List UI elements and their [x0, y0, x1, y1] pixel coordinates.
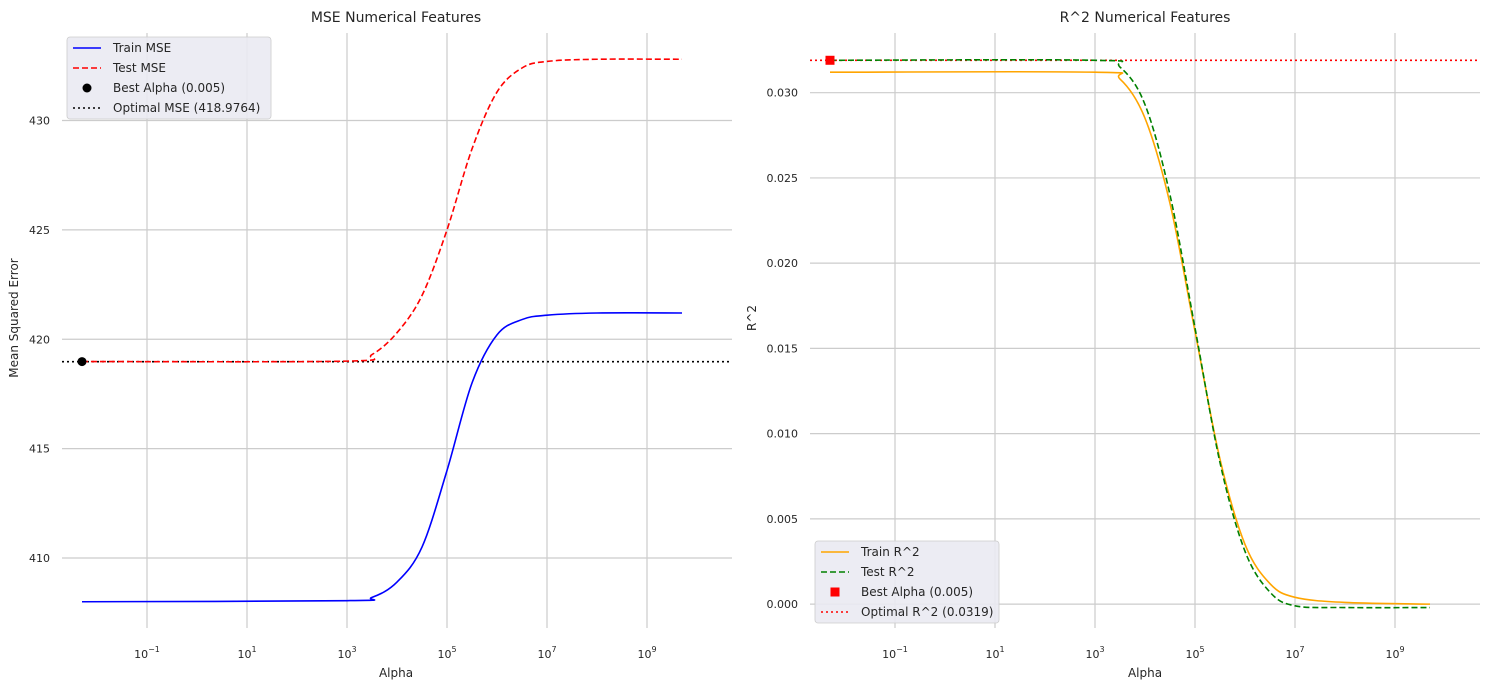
r2-grid: [810, 33, 1480, 628]
r2-y-tick-label: 0.020: [767, 257, 799, 270]
mse-y-tick-label: 415: [29, 443, 50, 456]
mse-x-tick-label: 105: [437, 645, 456, 661]
mse-y-tick-label: 430: [29, 115, 50, 128]
r2-chart-panel: R^2 Numerical Features Alpha R^2 0.0000.…: [745, 10, 1480, 680]
r2-x-tick-label: 107: [1285, 645, 1304, 661]
r2-x-axis-label: Alpha: [1128, 666, 1162, 680]
mse-series-line: [81, 312, 683, 603]
mse-x-tick-label: 109: [637, 645, 656, 661]
mse-x-axis-label: Alpha: [379, 666, 413, 680]
r2-legend-box: [814, 540, 1000, 624]
r2-legend: Train R^2 Test R^2 Best Alpha (0.005) Optim…: [814, 540, 1000, 624]
mse-x-tick-label: 107: [537, 645, 556, 661]
r2-legend-swatch: [830, 587, 840, 597]
r2-series: [829, 58, 1431, 609]
r2-y-axis-label: R^2: [745, 305, 759, 331]
mse-best-point-layer: [77, 357, 87, 367]
r2-ticks: 0.000 0.005 0.010 0.015 0.020 0.025 0.030 10−1 1…: [767, 87, 1405, 661]
mse-chart-title: MSE Numerical Features: [311, 10, 481, 26]
mse-x-tick-label: 101: [237, 645, 256, 661]
mse-series: [81, 58, 683, 603]
mse-y-tick-label: 420: [29, 333, 50, 346]
mse-ticks: 410 415 420 425 430 10−1 101 103 105 107 109: [29, 115, 657, 662]
r2-x-tick-label: 10−1: [882, 645, 908, 661]
r2-legend-label: Optimal R^2 (0.0319): [861, 605, 994, 619]
r2-y-tick-label: 0.015: [767, 342, 799, 355]
mse-legend-swatch: [82, 83, 92, 93]
mse-grid: [62, 33, 732, 628]
mse-y-tick-label: 425: [29, 224, 50, 237]
mse-chart-panel: MSE Numerical Features Alpha Mean Square…: [7, 10, 732, 680]
mse-legend-label: Best Alpha (0.005): [113, 81, 225, 95]
r2-series-line: [829, 58, 1431, 609]
r2-x-tick-label: 101: [985, 645, 1004, 661]
mse-legend-label: Train MSE: [112, 41, 171, 55]
mse-x-tick-label: 103: [337, 645, 356, 661]
r2-chart-title: R^2 Numerical Features: [1060, 10, 1231, 26]
r2-legend-label: Test R^2: [860, 565, 914, 579]
r2-x-tick-label: 103: [1085, 645, 1104, 661]
mse-legend-label: Test MSE: [112, 61, 166, 75]
r2-y-tick-label: 0.030: [767, 87, 799, 100]
r2-legend-label: Train R^2: [860, 545, 920, 559]
r2-best-alpha-point: [825, 55, 835, 65]
mse-x-tick-label: 10−1: [134, 645, 160, 661]
r2-best-point-layer: [825, 55, 835, 65]
r2-y-tick-label: 0.000: [767, 598, 799, 611]
mse-best-alpha-point: [77, 357, 87, 367]
mse-legend-box: [66, 36, 272, 120]
r2-y-tick-label: 0.025: [767, 172, 799, 185]
r2-y-tick-label: 0.010: [767, 428, 799, 441]
r2-x-tick-label: 105: [1185, 645, 1204, 661]
mse-y-axis-label: Mean Squared Error: [7, 258, 21, 378]
mse-y-tick-label: 410: [29, 552, 50, 565]
r2-legend-label: Best Alpha (0.005): [861, 585, 973, 599]
r2-series-line: [829, 70, 1431, 605]
r2-x-tick-label: 109: [1385, 645, 1404, 661]
r2-y-tick-label: 0.005: [767, 513, 799, 526]
mse-legend: Train MSE Test MSE Best Alpha (0.005) Optim…: [66, 36, 272, 120]
mse-legend-label: Optimal MSE (418.9764): [113, 101, 260, 115]
